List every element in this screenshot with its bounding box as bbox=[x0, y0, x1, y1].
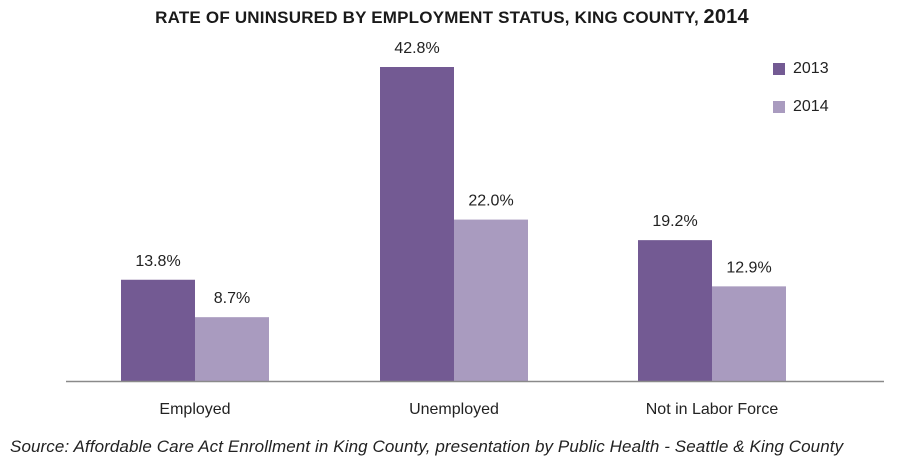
chart-title-text: RATE OF UNINSURED BY EMPLOYMENT STATUS, … bbox=[155, 8, 699, 27]
data-label-2014-unemployed: 22.0% bbox=[468, 193, 513, 210]
bar-2014-employed bbox=[195, 317, 269, 381]
legend-item-2014: 2014 bbox=[773, 88, 829, 126]
legend-label-2014: 2014 bbox=[793, 98, 829, 115]
source-note: Source: Affordable Care Act Enrollment i… bbox=[10, 437, 844, 456]
data-label-2014-employed: 8.7% bbox=[214, 290, 250, 307]
bar-2013-unemployed bbox=[380, 67, 454, 381]
x-tick-label-unemployed: Unemployed bbox=[409, 401, 499, 418]
legend-swatch-2014 bbox=[773, 101, 785, 113]
bar-2014-unemployed bbox=[454, 219, 528, 381]
chart-title-year: 2014 bbox=[703, 6, 749, 28]
data-label-2014-not-in-labor-force: 12.9% bbox=[726, 259, 771, 276]
bar-2013-employed bbox=[121, 279, 195, 381]
data-label-2013-unemployed: 42.8% bbox=[394, 40, 439, 57]
legend: 2013 2014 bbox=[773, 50, 829, 126]
legend-item-2013: 2013 bbox=[773, 50, 829, 88]
chart-title: RATE OF UNINSURED BY EMPLOYMENT STATUS, … bbox=[0, 6, 904, 29]
legend-label-2013: 2013 bbox=[793, 60, 829, 77]
bar-2014-not-in-labor-force bbox=[712, 286, 786, 381]
x-tick-label-not-in-labor-force: Not in Labor Force bbox=[646, 401, 779, 418]
data-label-2013-employed: 13.8% bbox=[135, 253, 180, 270]
bar-2013-not-in-labor-force bbox=[638, 240, 712, 381]
data-label-2013-not-in-labor-force: 19.2% bbox=[652, 213, 697, 230]
x-tick-label-employed: Employed bbox=[159, 401, 230, 418]
legend-swatch-2013 bbox=[773, 63, 785, 75]
